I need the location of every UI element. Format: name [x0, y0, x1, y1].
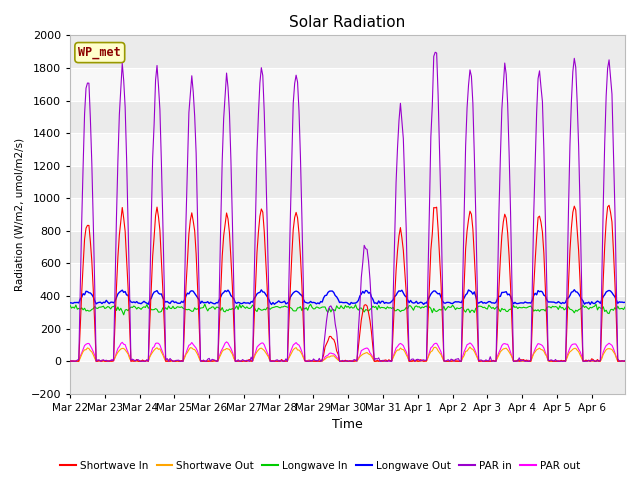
Bar — [70, 296, 625, 329]
Bar — [70, 198, 625, 231]
Bar — [70, 264, 625, 296]
Y-axis label: Radiation (W/m2, umol/m2/s): Radiation (W/m2, umol/m2/s) — [15, 138, 25, 291]
Legend: Shortwave In, Shortwave Out, Longwave In, Longwave Out, PAR in, PAR out: Shortwave In, Shortwave Out, Longwave In… — [56, 456, 584, 475]
Bar — [70, 329, 625, 361]
Title: Solar Radiation: Solar Radiation — [289, 15, 406, 30]
Bar — [70, 361, 625, 394]
Bar — [70, 100, 625, 133]
Bar — [70, 231, 625, 264]
Bar — [70, 68, 625, 100]
Bar — [70, 166, 625, 198]
Bar — [70, 133, 625, 166]
X-axis label: Time: Time — [332, 419, 363, 432]
Bar — [70, 36, 625, 68]
Text: WP_met: WP_met — [79, 46, 121, 59]
